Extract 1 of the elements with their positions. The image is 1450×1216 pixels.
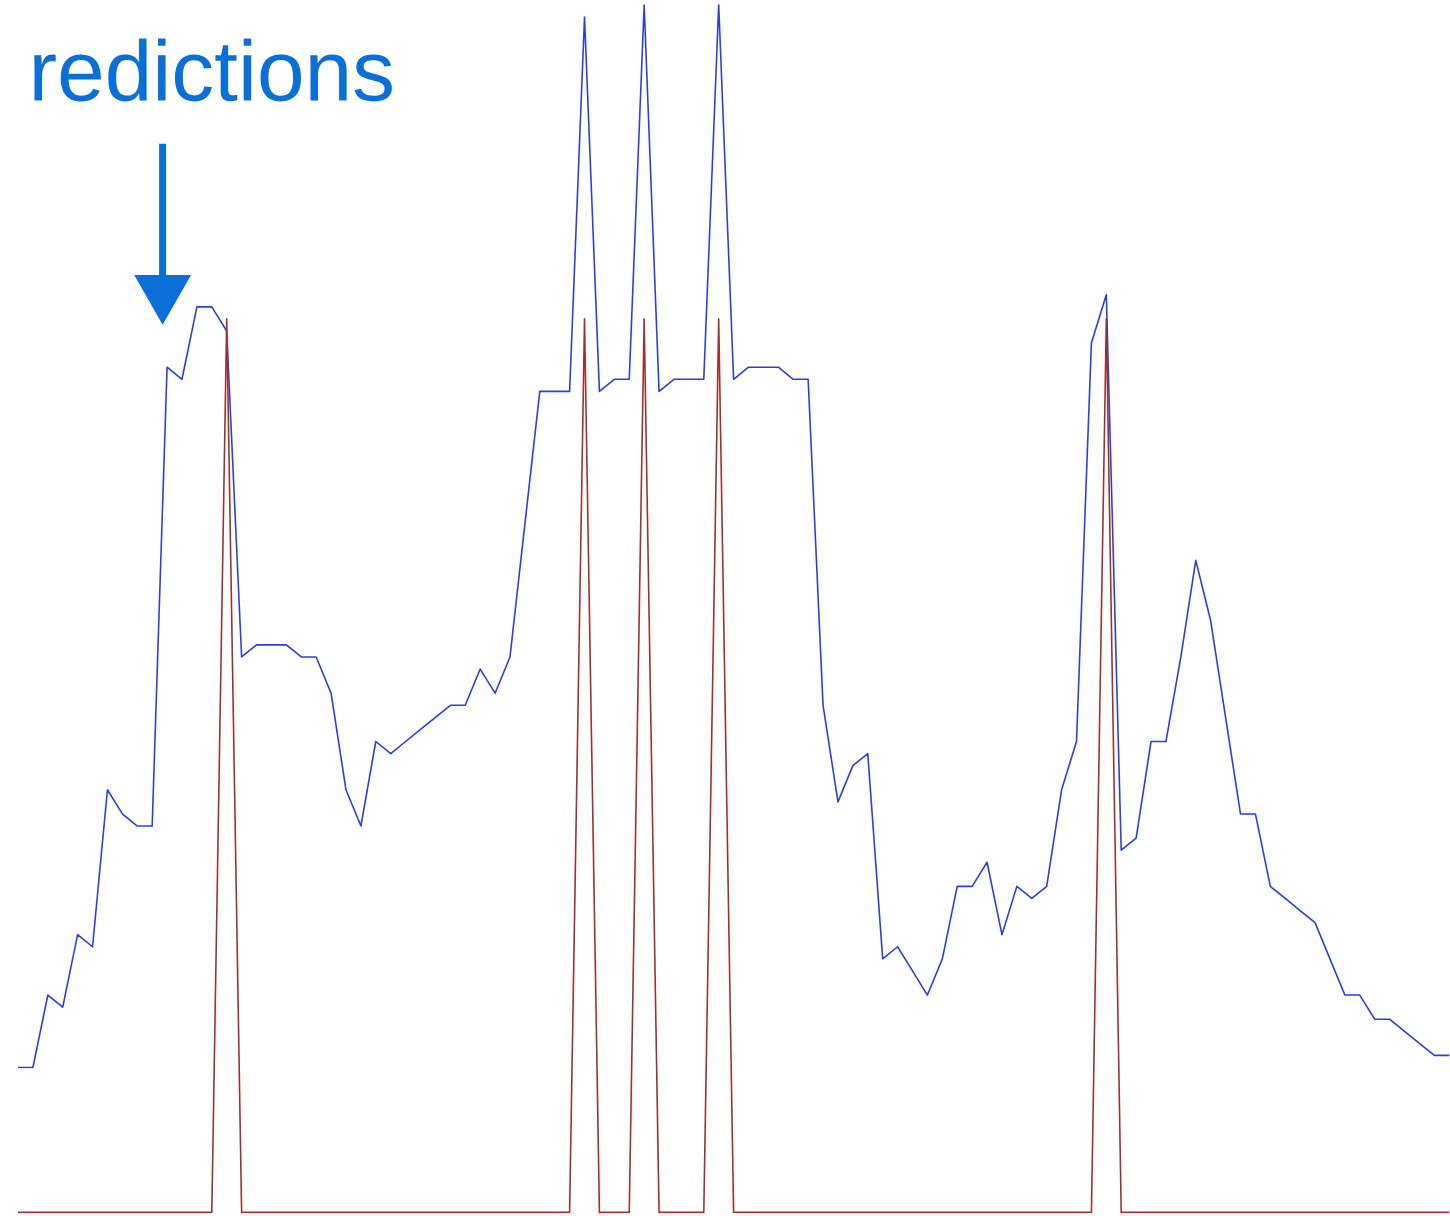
- annotation: redictions: [34, 38, 392, 102]
